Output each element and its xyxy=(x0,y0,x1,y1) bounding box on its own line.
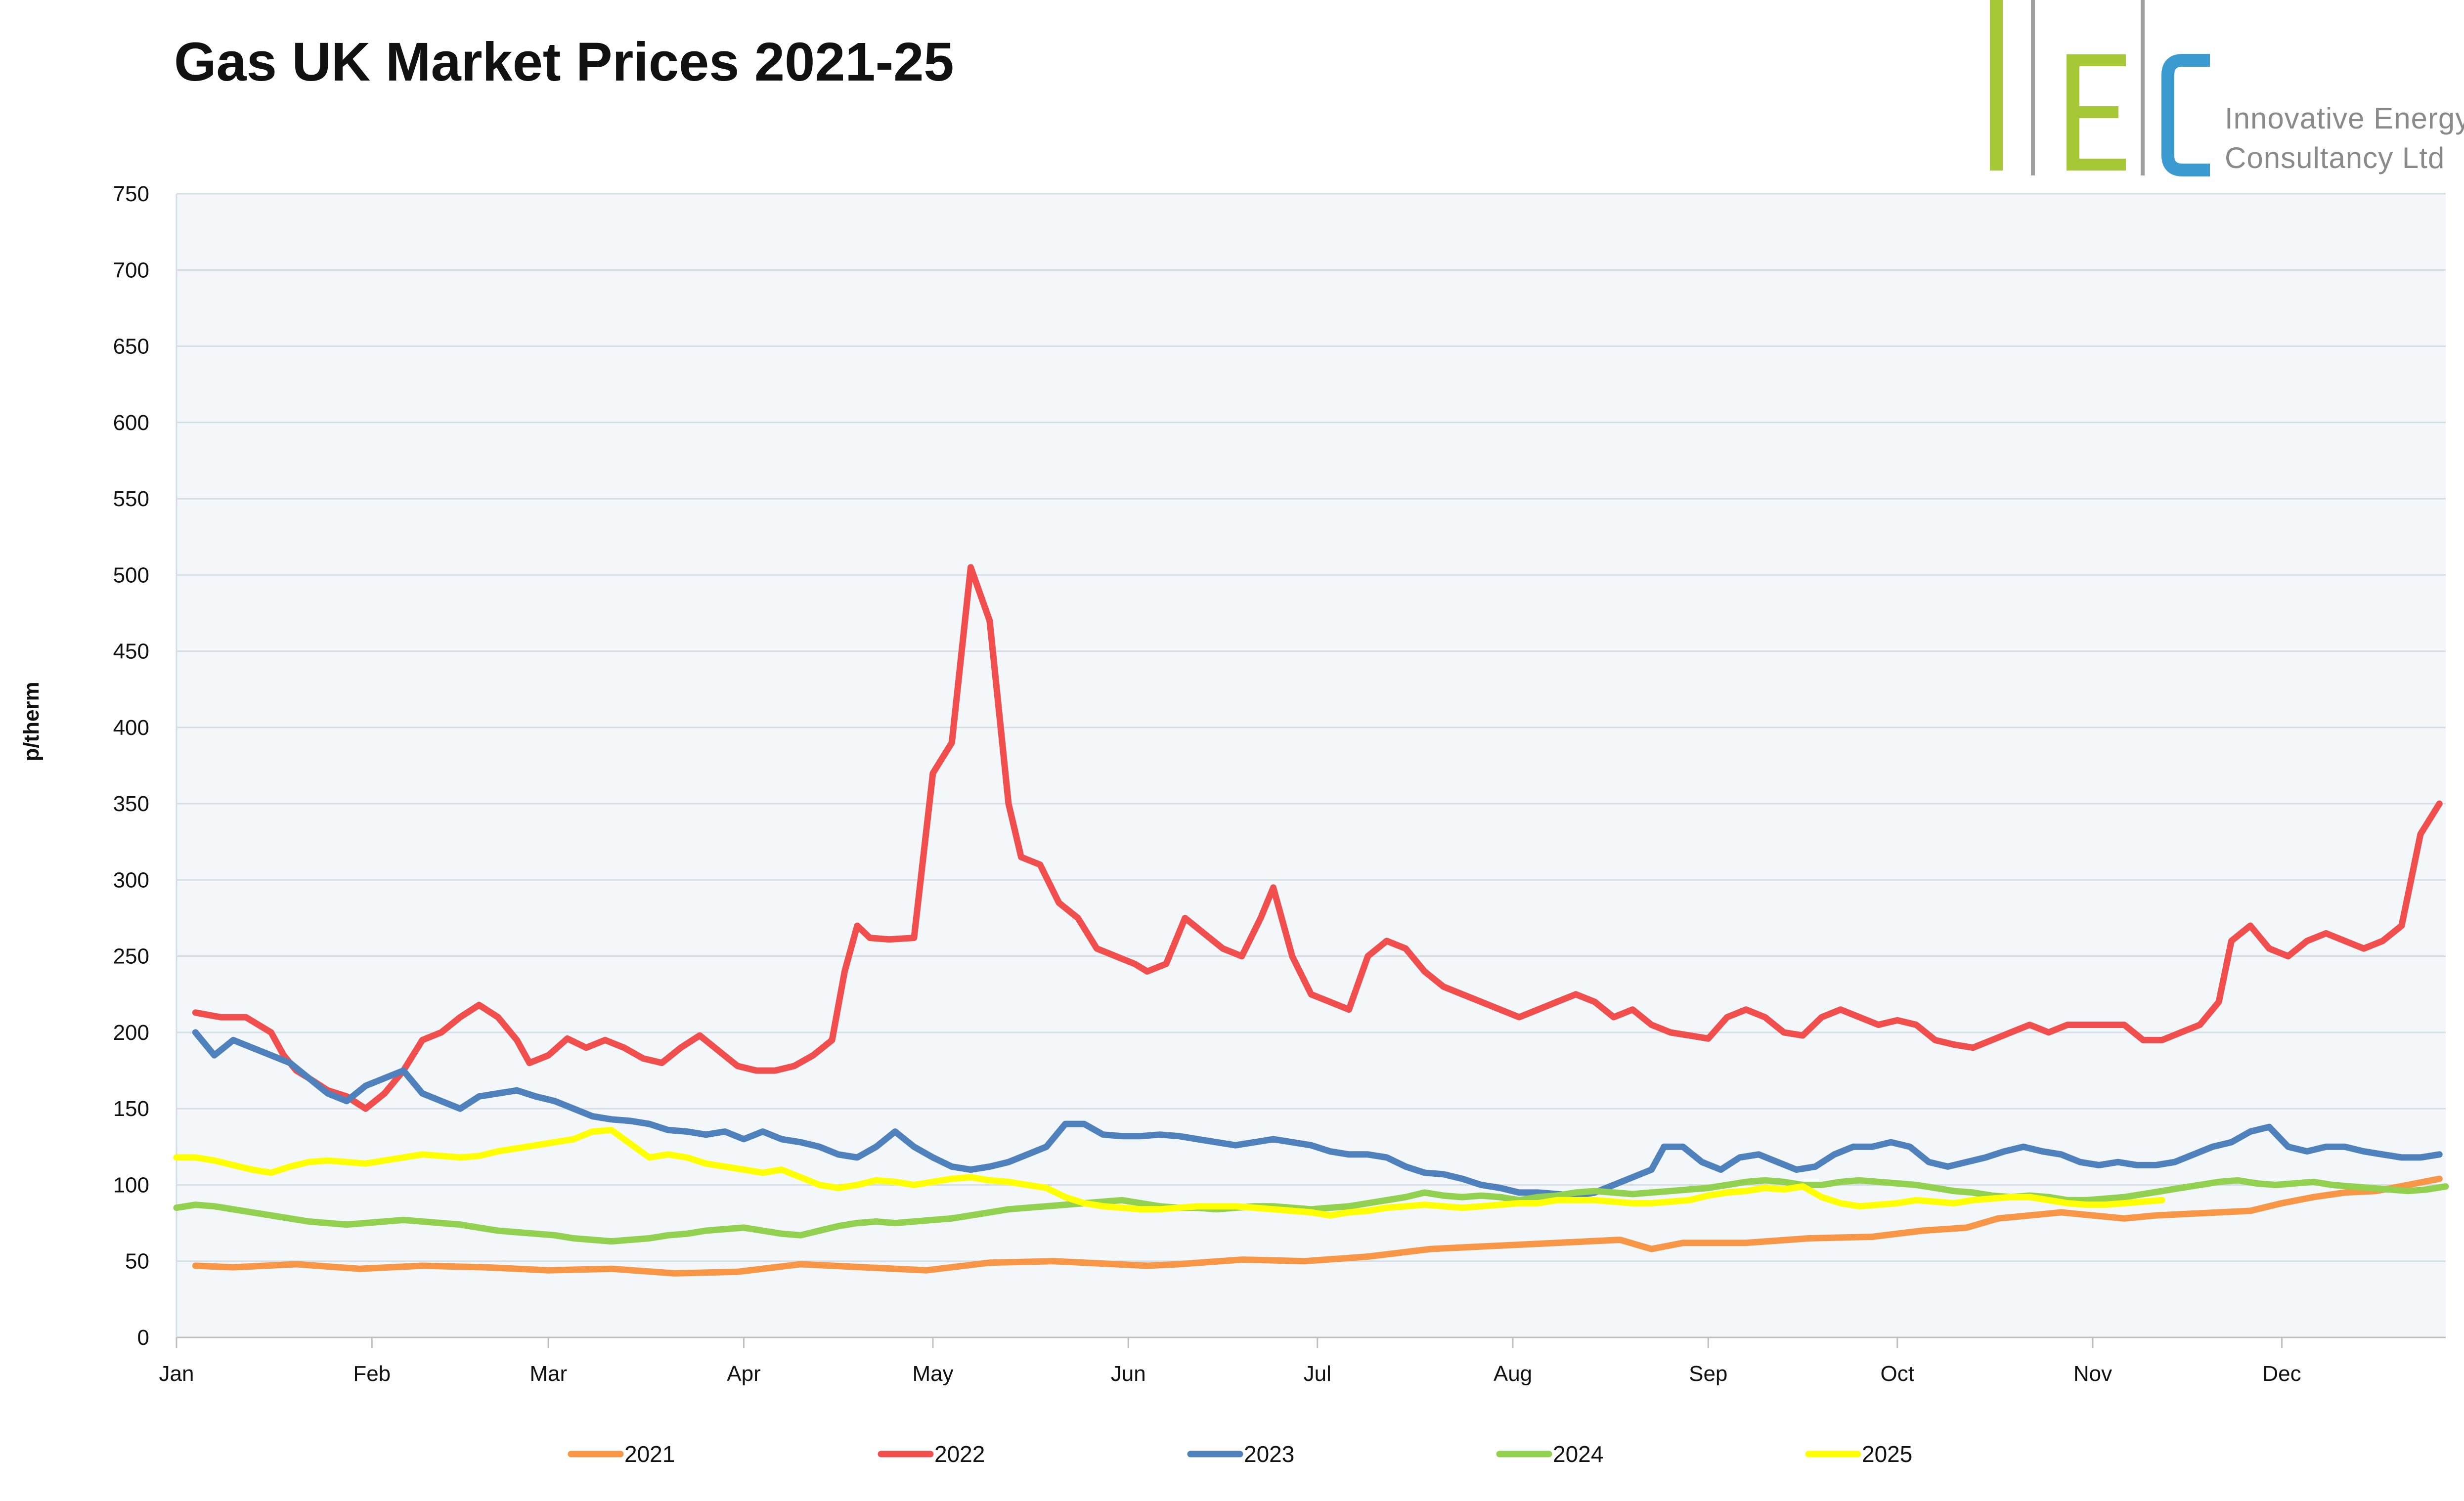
y-tick-label: 50 xyxy=(125,1249,149,1274)
x-tick-label: May xyxy=(912,1362,953,1386)
y-tick-label: 650 xyxy=(113,335,149,359)
logo-text-line1: Innovative Energy xyxy=(2225,102,2464,135)
x-tick-label: Dec xyxy=(2262,1362,2301,1386)
legend: 2021 2022 2023 2024 2025 xyxy=(568,1441,1912,1467)
x-tick-label: Mar xyxy=(529,1362,567,1386)
y-tick-label: 450 xyxy=(113,640,149,664)
y-tick-label: 150 xyxy=(113,1097,149,1121)
company-logo: Innovative Energy Consultancy Ltd xyxy=(1987,0,2464,178)
legend-label-2025: 2025 xyxy=(1862,1441,1912,1467)
series-line-2023 xyxy=(192,1029,2443,1199)
logo-text-line2: Consultancy Ltd xyxy=(2225,141,2445,174)
series-line-2025 xyxy=(173,1126,2165,1219)
y-tick-label: 300 xyxy=(113,868,149,892)
y-tick-label: 600 xyxy=(113,411,149,435)
y-tick-label: 700 xyxy=(113,258,149,282)
series-lines xyxy=(173,564,2449,1277)
y-tick-label: 350 xyxy=(113,792,149,816)
iec-logo-mark xyxy=(1990,0,2210,176)
x-tick-label: Sep xyxy=(1689,1362,1727,1386)
x-tick-label: Aug xyxy=(1494,1362,1532,1386)
legend-label-2024: 2024 xyxy=(1553,1441,1603,1467)
x-tick-label: Feb xyxy=(353,1362,391,1386)
y-axis-title: p/therm xyxy=(19,682,44,761)
y-tick-label: 250 xyxy=(113,944,149,969)
x-tick-label: Nov xyxy=(2073,1362,2112,1386)
x-tick-label: Jul xyxy=(1304,1362,1331,1386)
y-tick-label: 500 xyxy=(113,563,149,587)
y-tick-label: 550 xyxy=(113,487,149,511)
legend-label-2023: 2023 xyxy=(1244,1441,1294,1467)
gridlines xyxy=(176,193,2446,1262)
y-tick-label: 100 xyxy=(113,1173,149,1197)
legend-label-2021: 2021 xyxy=(624,1441,675,1467)
series-line-2021 xyxy=(192,1175,2443,1277)
axes: 0 50 100 150 200 250 300 350 400 450 500 550 600 650 7… xyxy=(113,182,2446,1386)
y-tick-label: 0 xyxy=(137,1326,149,1350)
y-tick-label: 200 xyxy=(113,1021,149,1045)
x-tick-label: Jun xyxy=(1111,1362,1146,1386)
x-tick-label: Oct xyxy=(1881,1362,1914,1386)
x-tick-label: Apr xyxy=(727,1362,760,1386)
legend-label-2022: 2022 xyxy=(934,1441,985,1467)
x-tick-label: Jan xyxy=(159,1362,194,1386)
chart-title: Gas UK Market Prices 2021-25 xyxy=(174,32,954,92)
y-tick-label: 400 xyxy=(113,716,149,740)
series-line-2022 xyxy=(192,564,2443,1112)
y-tick-label: 750 xyxy=(113,182,149,206)
